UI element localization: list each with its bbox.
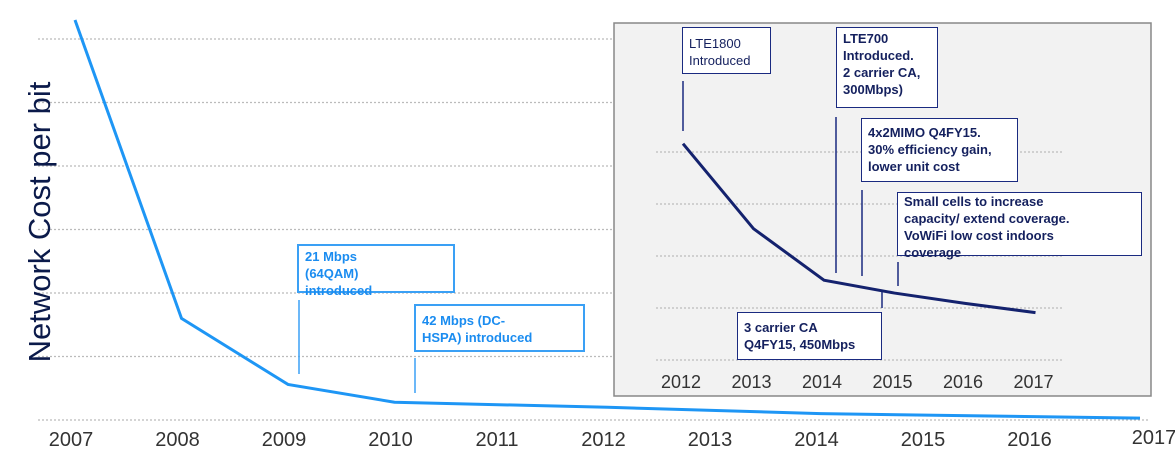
inset-x-tick-label: 2016: [943, 372, 983, 392]
x-tick-label: 2012: [581, 429, 626, 451]
annotation-21mbps: 21 Mbps (64QAM) introduced: [297, 244, 455, 298]
x-tick-label: 2008: [155, 429, 200, 451]
x-tick-label: 2011: [475, 429, 518, 451]
series-line: [73, 19, 1141, 420]
x-tick-label: 2015: [901, 429, 946, 451]
x-tick-label: 2009: [262, 429, 307, 451]
annotation-lte1800: LTE1800 Introduced: [682, 27, 771, 74]
annotation-small-cells: Small cells to increase capacity/ extend…: [897, 192, 1142, 260]
x-tick-label: 2010: [368, 429, 413, 451]
x-tick-label: 2013: [688, 429, 733, 451]
inset-x-tick-label: 2013: [731, 372, 771, 392]
x-tick-label: 2017: [1132, 427, 1175, 449]
y-axis-label: Network Cost per bit: [22, 81, 57, 363]
inset-series-line: [681, 142, 1036, 315]
annotation-4x2mimo: 4x2MIMO Q4FY15. 30% efficiency gain, low…: [861, 118, 1018, 182]
inset-x-tick-label: 2015: [872, 372, 912, 392]
inset-x-tick-label: 2014: [802, 372, 842, 392]
inset-x-tick-label: 2017: [1013, 372, 1053, 392]
x-tick-label: 2007: [49, 429, 94, 451]
x-tick-label: 2016: [1007, 429, 1052, 451]
annotation-lte700: LTE700 Introduced. 2 carrier CA, 300Mbps…: [836, 27, 938, 108]
x-tick-label: 2014: [794, 429, 839, 451]
inset-x-tick-label: 2012: [661, 372, 701, 392]
annotation-42mbps: 42 Mbps (DC- HSPA) introduced: [414, 304, 585, 352]
annotation-3-carrier: 3 carrier CA Q4FY15, 450Mbps: [737, 312, 882, 360]
